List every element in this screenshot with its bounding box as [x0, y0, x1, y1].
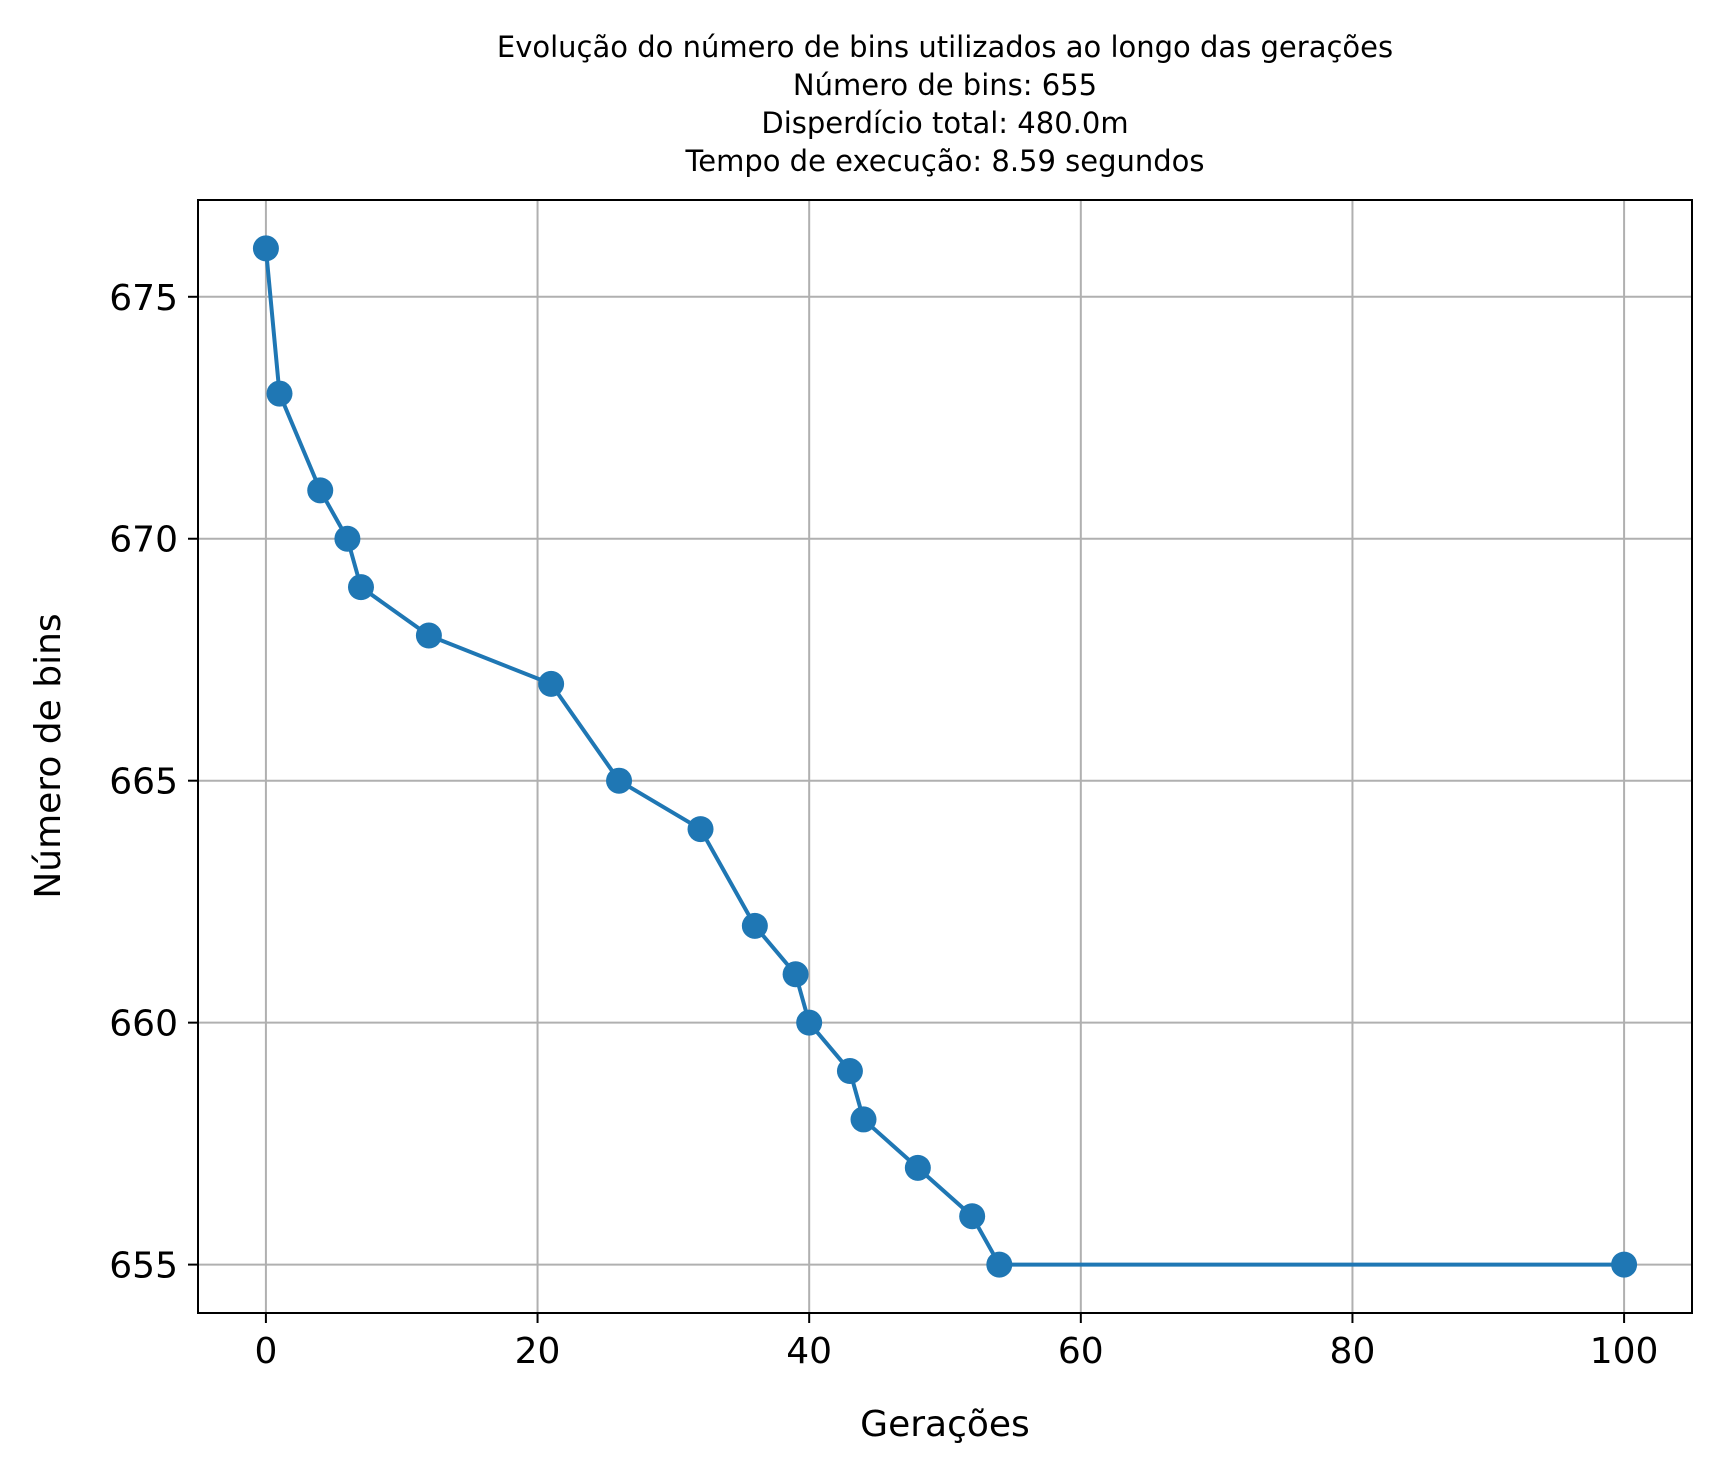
plot-frame: [197, 199, 1693, 1314]
data-point: [266, 380, 293, 407]
title-line-2: Número de bins: 655: [793, 68, 1097, 102]
x-tick-label: 20: [515, 1331, 561, 1372]
x-tick-label: 60: [1058, 1331, 1104, 1372]
series-line: [263, 248, 1625, 1267]
x-tick-label: 0: [254, 1331, 277, 1372]
series-layer: [252, 235, 1638, 1278]
tick-layer: 0 20 40 60 80 100 655 660 665 670 675: [109, 278, 1658, 1372]
title-line-1: Evolução do número de bins utilizados ao…: [497, 30, 1393, 64]
data-point: [307, 477, 334, 504]
data-point: [796, 1009, 823, 1036]
y-tick-label: 665: [109, 762, 178, 803]
data-point: [986, 1251, 1013, 1278]
y-axis-label: Número de bins: [28, 613, 69, 898]
data-point: [959, 1203, 986, 1230]
y-tick-label: 670: [109, 520, 178, 561]
x-axis-label: Gerações: [860, 1404, 1030, 1445]
title-line-4: Tempo de execução: 8.59 segundos: [684, 144, 1204, 178]
data-point: [782, 961, 809, 988]
y-tick-label: 655: [109, 1246, 178, 1287]
title-line-3: Disperdício total: 480.0m: [761, 106, 1128, 140]
chart-title: Evolução do número de bins utilizados ao…: [497, 30, 1393, 178]
x-tick-label: 40: [786, 1331, 832, 1372]
data-point: [741, 912, 768, 939]
grid: [198, 200, 1692, 1313]
data-point: [334, 525, 361, 552]
y-tick-label: 660: [109, 1004, 178, 1045]
data-point: [1611, 1251, 1638, 1278]
y-tick-label: 675: [109, 278, 178, 319]
data-point: [850, 1106, 877, 1133]
data-point: [347, 574, 374, 601]
x-tick-label: 80: [1330, 1331, 1376, 1372]
data-point: [252, 235, 279, 262]
data-point: [606, 767, 633, 794]
data-point: [415, 622, 442, 649]
data-point: [904, 1154, 931, 1181]
data-point: [687, 816, 714, 843]
data-point: [836, 1058, 863, 1085]
data-point: [538, 670, 565, 697]
x-tick-label: 100: [1590, 1331, 1659, 1372]
